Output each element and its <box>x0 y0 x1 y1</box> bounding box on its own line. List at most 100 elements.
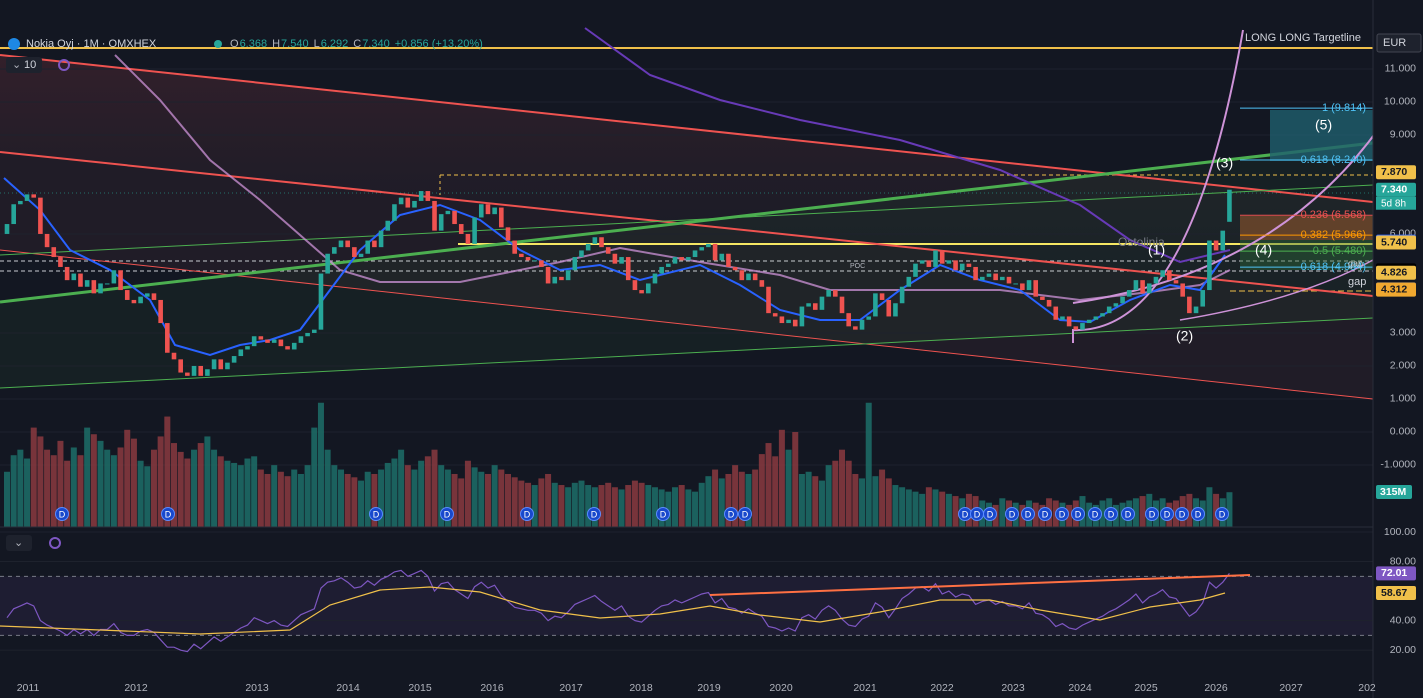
volume-bar <box>130 438 137 527</box>
dividend-icon <box>1104 507 1118 521</box>
ohlc-change: +0.856 (+13.20%) <box>395 38 483 50</box>
drawings <box>0 27 1406 400</box>
candle-body <box>1013 283 1018 285</box>
dividend-label: D <box>1179 509 1186 519</box>
volume-bar <box>104 449 111 527</box>
volume-bar <box>778 429 785 527</box>
x-tick-label: 2012 <box>124 682 148 694</box>
volume-bar <box>792 432 799 527</box>
fib-box <box>1270 110 1373 161</box>
candle-body <box>265 339 270 343</box>
volume-bar <box>44 449 51 527</box>
candle-body <box>1053 306 1059 320</box>
volume-bar <box>164 416 171 527</box>
dividend-icon <box>1215 507 1229 521</box>
volume-bar <box>471 467 478 527</box>
volume-bar <box>685 489 692 527</box>
candle-body <box>1160 270 1165 277</box>
trend-line <box>0 317 1374 389</box>
dividend-icon <box>1038 507 1052 521</box>
dividend-icon <box>55 507 69 521</box>
candle-body <box>251 336 257 347</box>
candle-body <box>939 250 945 264</box>
candle-body <box>499 207 504 228</box>
interval-count: 10 <box>24 59 36 71</box>
currency: EUR <box>1383 37 1406 49</box>
indicator-icon[interactable] <box>49 537 61 549</box>
volume-bar <box>545 473 552 527</box>
fib-label: 0.5 (5.480) <box>1313 245 1366 257</box>
candle-body <box>572 257 578 271</box>
candle-body <box>1120 296 1125 304</box>
volume-tag <box>1376 485 1412 499</box>
volume-bar <box>391 458 398 527</box>
symbol-title[interactable]: Nokia Oyj · 1M · OMXHEX <box>26 38 157 50</box>
y-tick-label: 0.000 <box>1390 426 1416 438</box>
volume-bar <box>398 449 405 527</box>
volume-bar <box>404 465 411 527</box>
volume-bar <box>284 476 291 527</box>
volume-bar <box>50 455 57 527</box>
volume-bar <box>277 471 284 527</box>
dividend-label: D <box>1009 509 1016 519</box>
candle-body <box>552 276 558 284</box>
currency-box[interactable] <box>1376 33 1422 53</box>
candle-body <box>879 293 885 300</box>
candle-body <box>913 263 918 277</box>
ohlc-value: 7.540 <box>281 38 309 50</box>
volume-bar <box>291 469 298 527</box>
dividend-icon <box>1021 507 1035 521</box>
dividend-label: D <box>1195 509 1202 519</box>
volume-bar <box>431 449 438 527</box>
volume-bar <box>665 491 672 527</box>
collapse-button[interactable] <box>6 57 42 73</box>
channel-fill <box>0 143 1373 388</box>
candle-body <box>191 365 197 376</box>
price-tag-label: 4.312 <box>1381 283 1407 295</box>
volume-bar <box>10 455 17 527</box>
candle-body <box>933 250 938 267</box>
dividend-icon <box>738 507 752 521</box>
candle-body <box>953 260 958 271</box>
volume-bar <box>638 482 645 527</box>
candle-body <box>579 250 584 258</box>
candle-body <box>812 303 818 310</box>
candle-body <box>171 352 177 360</box>
indicator-icon[interactable] <box>58 59 70 71</box>
x-tick-label: 2027 <box>1279 682 1303 694</box>
candle-body <box>1000 276 1005 281</box>
dividend-label: D <box>1059 509 1066 519</box>
candle-body <box>893 303 898 317</box>
x-tick-label: 2019 <box>697 682 721 694</box>
wave-label: (4) <box>1255 242 1272 258</box>
collapse-button[interactable] <box>6 535 32 551</box>
dividend-icon <box>1005 507 1019 521</box>
candle-body <box>1040 296 1045 300</box>
candle-body <box>645 283 651 294</box>
symbol-logo <box>8 38 20 50</box>
volume-bar <box>144 466 151 527</box>
y-tick-label: 2.000 <box>1390 360 1416 372</box>
volume-bar <box>231 462 238 527</box>
volume-bar <box>251 456 258 527</box>
volume-bar <box>578 480 585 527</box>
candle-body <box>859 319 865 330</box>
volume-bar <box>411 469 418 527</box>
candle-body <box>559 276 564 281</box>
volume-bar <box>839 449 845 527</box>
candle-body <box>165 323 170 353</box>
volume-bar <box>725 473 732 527</box>
candle-body <box>1173 280 1179 284</box>
candle-body <box>438 214 444 231</box>
volume-bar <box>678 485 685 527</box>
fib-box <box>1240 216 1373 240</box>
volume-bar <box>358 480 365 527</box>
gap-label: gap <box>1348 276 1366 288</box>
candle-body <box>465 233 471 244</box>
volume-bar <box>364 471 371 527</box>
volume-bar <box>37 436 44 527</box>
candle-body <box>124 290 130 300</box>
candle-body <box>58 257 63 267</box>
volume-bar <box>384 462 391 527</box>
price-tag <box>1376 235 1416 250</box>
